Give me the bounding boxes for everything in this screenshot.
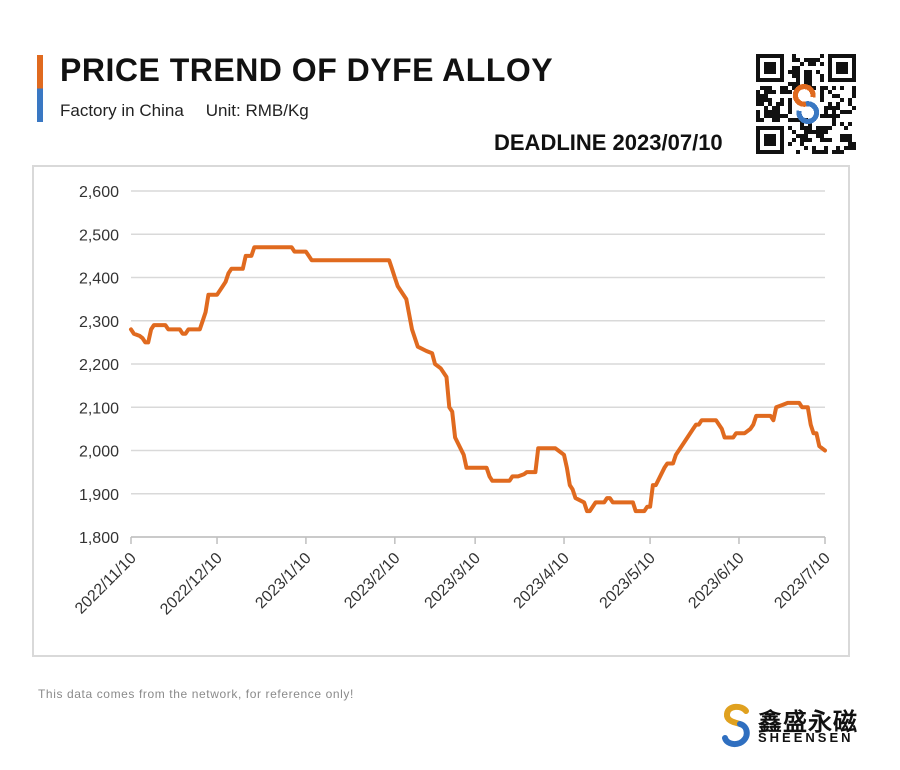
x-tick-label: 2023/6/10 [685,550,747,612]
deadline-label: DEADLINE 2023/07/10 [494,130,723,155]
y-tick-label: 1,900 [79,487,119,504]
x-tick-label: 2023/7/10 [771,550,833,612]
x-tick-label: 2023/5/10 [597,550,659,612]
y-tick-label: 1,800 [79,530,119,547]
disclaimer-note: This data comes from the network, for re… [38,687,354,701]
y-tick-label: 2,000 [79,444,119,461]
y-tick-label: 2,600 [79,184,119,201]
y-tick-label: 2,200 [79,357,119,374]
y-tick-label: 2,100 [79,400,119,417]
brand-logo: 鑫盛永磁 SHEENSEN [720,700,860,750]
brand-name-en: SHEENSEN [758,730,854,745]
x-tick-label: 2023/4/10 [511,550,573,612]
brand-s-logo-icon [722,703,750,748]
y-tick-label: 2,300 [79,314,119,331]
subtitle-unit: Unit: RMB/Kg [205,101,309,120]
y-tick-label: 2,400 [79,271,119,288]
subtitle: Factory in China Unit: RMB/Kg [60,101,309,121]
x-tick-label: 2022/12/10 [157,550,226,619]
qr-code-icon [756,54,856,154]
brand-name-cn: 鑫盛永磁 [758,708,858,736]
x-tick-label: 2023/3/10 [422,550,484,612]
page-title: PRICE TREND OF DYFE ALLOY [60,52,554,88]
price-series-line [129,245,827,514]
title-accent-bar [37,55,43,122]
subtitle-origin: Factory in China [60,101,184,120]
y-tick-label: 2,500 [79,227,119,244]
chart-frame [32,165,850,657]
x-tick-label: 2022/11/10 [72,550,140,618]
x-tick-label: 2023/1/10 [252,550,314,612]
x-tick-label: 2023/2/10 [341,550,403,612]
